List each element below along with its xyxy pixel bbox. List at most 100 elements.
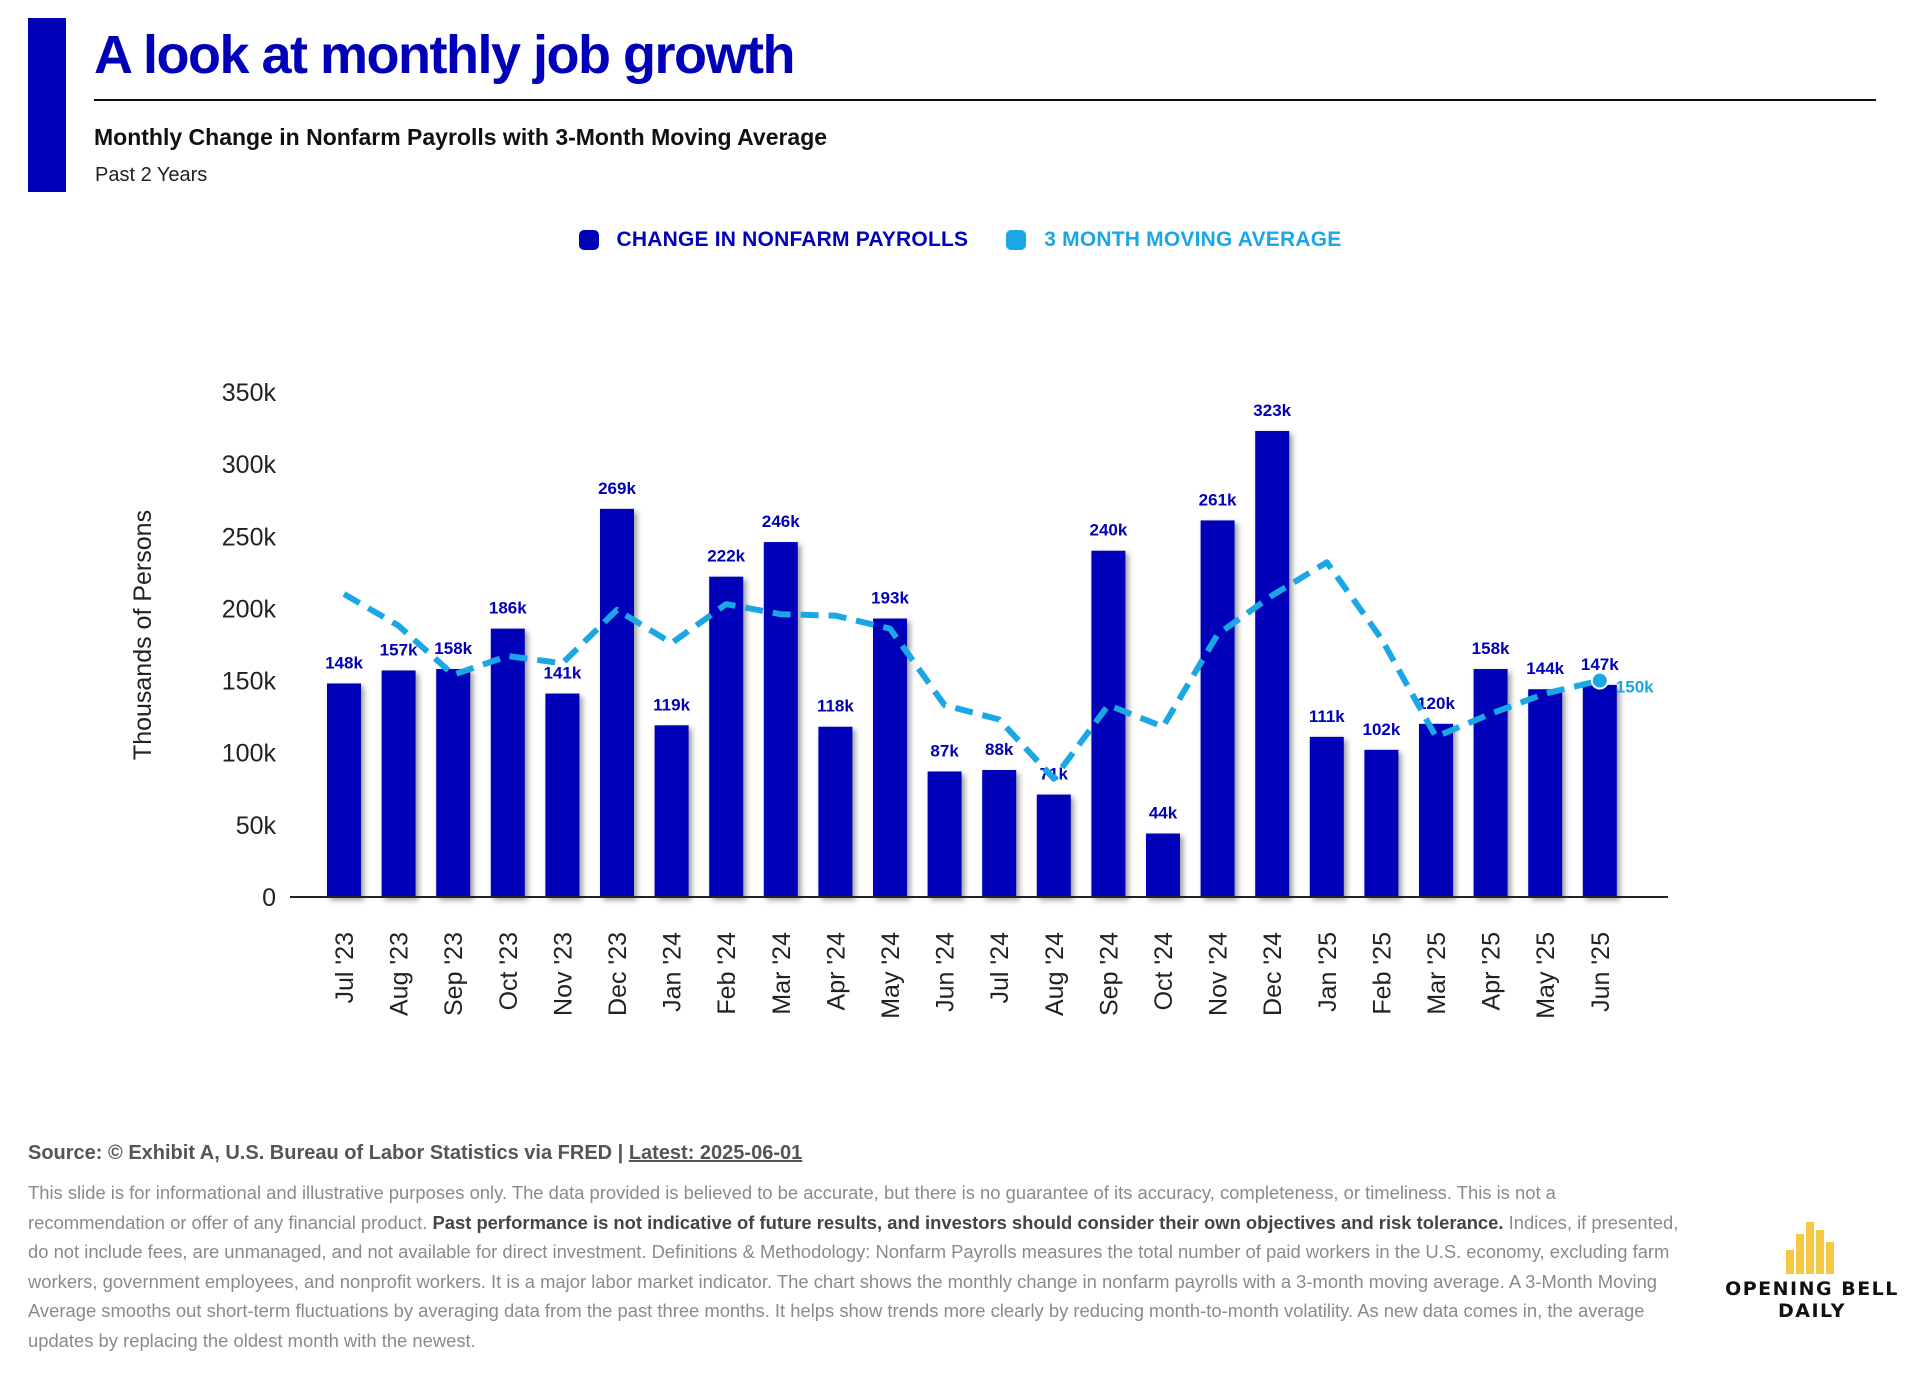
- bar-value-label: 141k: [543, 664, 581, 683]
- x-tick-label: Oct '24: [1150, 932, 1178, 1011]
- brand-logo: OPENING BELL DAILY: [1722, 1220, 1902, 1322]
- payrolls-chart: 0 50k 100k 150k 200k 250k 300k 350k 148k 157k 158…: [129, 379, 1668, 1019]
- x-tick-label: May '24: [877, 932, 905, 1019]
- x-tick-label: Feb '25: [1368, 932, 1396, 1015]
- x-tick-label: Dec '23: [604, 932, 632, 1016]
- bar: [873, 618, 907, 897]
- x-tick-label: Oct '23: [495, 932, 523, 1010]
- bar: [1582, 684, 1617, 897]
- x-tick-label: Nov '23: [549, 932, 577, 1016]
- bar-value-label: 111k: [1309, 707, 1345, 726]
- y-tick-label: 50k: [236, 812, 277, 840]
- x-tick-label: Jan '24: [659, 932, 687, 1012]
- y-axis: 0 50k 100k 150k 200k 250k 300k 350k: [222, 379, 277, 912]
- bar-value-label: 240k: [1089, 521, 1127, 540]
- legend-label-payrolls: CHANGE IN NONFARM PAYROLLS: [616, 228, 969, 251]
- bar: [763, 542, 798, 897]
- bar-value-label: 158k: [1472, 639, 1510, 658]
- legend-item-moving-average: 3 MONTH MOVING AVERAGE: [1006, 228, 1341, 252]
- x-tick-label: Jul '23: [331, 932, 359, 1003]
- x-tick-label: Jun '25: [1587, 932, 1615, 1012]
- bar-value-label: 148k: [325, 653, 363, 672]
- bar-value-label: 261k: [1199, 490, 1237, 509]
- legend-label-moving-average: 3 MONTH MOVING AVERAGE: [1044, 228, 1342, 251]
- bar-value-label: 323k: [1253, 401, 1291, 420]
- bar-value-label: 102k: [1362, 720, 1400, 739]
- bar: [709, 576, 744, 897]
- bar: [927, 771, 962, 897]
- bar: [1146, 833, 1180, 897]
- moving-average-series: 150k: [342, 559, 1654, 782]
- source-text: Source: © Exhibit A, U.S. Bureau of Labo…: [28, 1142, 629, 1164]
- y-tick-label: 200k: [222, 595, 277, 623]
- bar: [982, 770, 1017, 897]
- title-divider: [94, 99, 1876, 101]
- bar-value-label: 269k: [598, 479, 636, 498]
- period-label: Past 2 Years: [95, 164, 208, 186]
- bar-value-label: 119k: [653, 695, 690, 714]
- disclaimer: This slide is for informational and illu…: [28, 1178, 1688, 1355]
- bar-value-label: 147k: [1581, 655, 1619, 674]
- x-tick-label: Sep '24: [1095, 932, 1123, 1016]
- x-tick-label: May '25: [1532, 932, 1560, 1019]
- y-axis-title: Thousands of Persons: [129, 510, 157, 760]
- bar-value-label: 120k: [1417, 694, 1455, 713]
- y-tick-label: 100k: [222, 740, 277, 768]
- x-tick-label: Sep '23: [440, 932, 468, 1016]
- bar: [1309, 736, 1344, 897]
- bar: [1036, 794, 1071, 897]
- legend-swatch-payrolls: [578, 230, 599, 250]
- x-tick-label: Jan '25: [1314, 932, 1342, 1012]
- x-tick-label: Aug '24: [1041, 932, 1069, 1016]
- bar: [1419, 723, 1453, 897]
- bar-value-label: 157k: [380, 640, 418, 659]
- bar: [1255, 430, 1290, 897]
- logo-text-line2: DAILY: [1778, 1300, 1846, 1322]
- bar: [545, 693, 580, 897]
- logo-text-line1: OPENING BELL: [1725, 1278, 1899, 1300]
- x-tick-label: Jul '24: [986, 932, 1014, 1004]
- x-tick-label: Nov '24: [1205, 932, 1233, 1016]
- disclaimer-text-1: This slide is for informational and illu…: [28, 1182, 1556, 1233]
- chart-legend: CHANGE IN NONFARM PAYROLLS 3 MONTH MOVIN…: [0, 228, 1920, 252]
- disclaimer-text-2: Indices, if presented, do not include fe…: [28, 1211, 1679, 1351]
- moving-average-end-label: 150k: [1616, 678, 1654, 697]
- accent-bar: [28, 18, 66, 192]
- bar-value-label: 88k: [985, 740, 1014, 759]
- bar-value-label: 246k: [762, 512, 800, 531]
- bar-value-labels: 148k 157k 158k 186k 141k 269k 119k 222k 246k 118k…: [325, 401, 1619, 823]
- bar: [436, 669, 471, 897]
- y-tick-label: 250k: [222, 523, 277, 551]
- bar-value-label: 118k: [817, 697, 854, 716]
- bar: [1528, 689, 1563, 897]
- legend-swatch-moving-average: [1006, 230, 1027, 250]
- bar: [1091, 550, 1126, 897]
- bar: [818, 726, 853, 897]
- x-tick-label: Dec '24: [1259, 932, 1287, 1016]
- y-tick-label: 0: [262, 884, 276, 912]
- moving-average-line: [342, 559, 1601, 782]
- page-title: A look at monthly job growth: [94, 25, 795, 85]
- source-latest-date: Latest: 2025-06-01: [628, 1142, 803, 1164]
- x-axis: Jul '23 Aug '23 Sep '23 Oct '23 Nov '23 Dec '…: [290, 896, 1668, 1019]
- x-tick-label: Apr '25: [1478, 932, 1506, 1010]
- x-tick-label: Mar '24: [768, 932, 796, 1015]
- x-tick-label: Apr '24: [822, 932, 850, 1011]
- bar: [327, 683, 361, 897]
- bar: [600, 508, 634, 897]
- x-tick-label: Aug '23: [386, 932, 414, 1016]
- source-line: Source: © Exhibit A, U.S. Bureau of Labo…: [28, 1142, 802, 1165]
- bar-series: [327, 430, 1617, 897]
- bar: [1200, 520, 1235, 897]
- bar-value-label: 44k: [1149, 804, 1178, 823]
- bar-chart-logo-icon: [1786, 1222, 1834, 1274]
- bar-value-label: 186k: [489, 599, 527, 618]
- x-tick-label: Feb '24: [713, 932, 741, 1015]
- disclaimer-bold-text: Past performance is not indicative of fu…: [432, 1211, 1504, 1233]
- bar: [490, 628, 525, 897]
- y-tick-label: 300k: [222, 451, 277, 479]
- moving-average-end-point: [1590, 671, 1609, 690]
- bar-value-label: 222k: [707, 547, 745, 566]
- bar-value-label: 87k: [930, 741, 959, 760]
- bar: [1364, 749, 1399, 897]
